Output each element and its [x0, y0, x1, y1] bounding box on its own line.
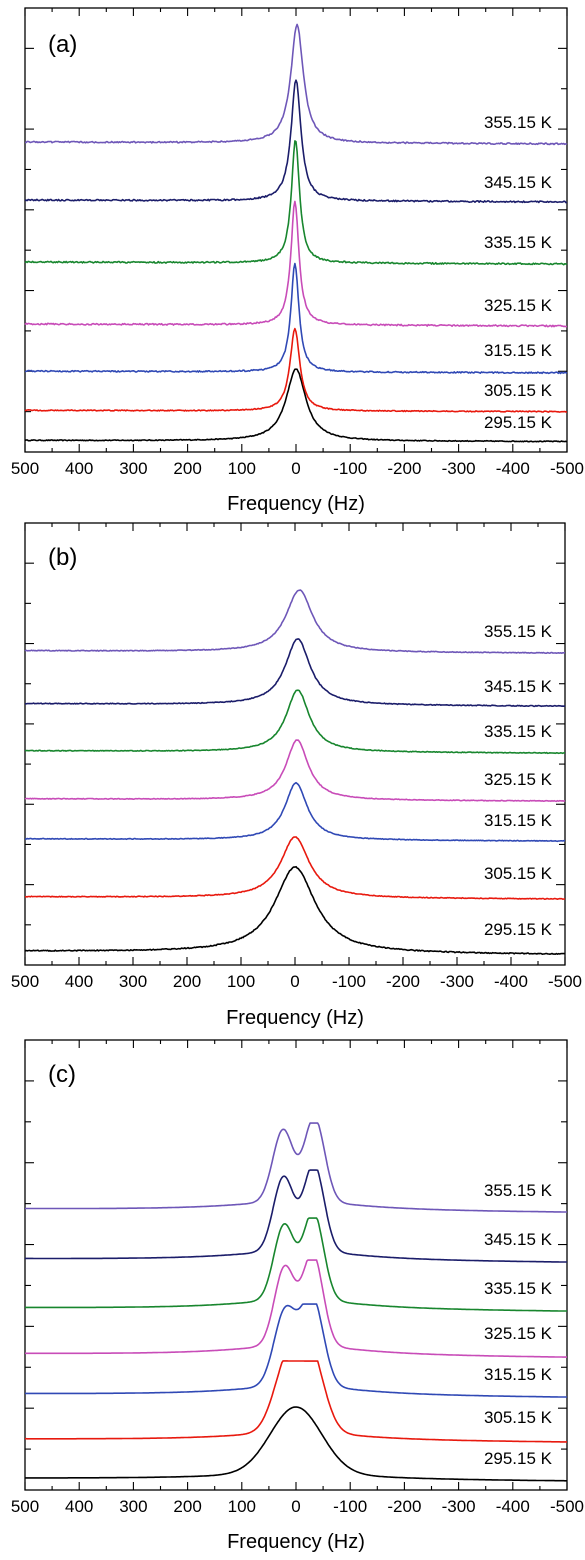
x-tick-label: 0 [291, 459, 300, 478]
x-tick-label: -400 [496, 459, 530, 478]
spectrum-line-325-15-k [24, 739, 566, 803]
series-label: 345.15 K [484, 173, 553, 192]
series-label: 295.15 K [484, 920, 553, 939]
spectrum-line-315-15-k [25, 1303, 568, 1398]
spectrum-line-315-15-k [24, 262, 568, 375]
series-label: 335.15 K [484, 722, 553, 741]
series-label: 345.15 K [484, 1230, 553, 1249]
spectrum-line-305-15-k [24, 836, 566, 901]
panel-label: (c) [48, 1061, 76, 1088]
x-tick-label: 300 [119, 972, 147, 991]
series-label: 295.15 K [484, 413, 553, 432]
spectrum-line-355-15-k [24, 589, 566, 655]
x-tick-label: -500 [550, 1497, 584, 1516]
x-tick-label: -100 [333, 459, 367, 478]
x-tick-label: 500 [11, 972, 39, 991]
panel-label: (b) [48, 544, 77, 571]
spectrum-line-335-15-k [24, 140, 568, 266]
x-tick-label: -300 [442, 459, 476, 478]
panel-b: 500 400 300 200 100 0 -100 -200 -300 -400 -500 Freq… [11, 522, 582, 1029]
spectrum-line-345-15-k [25, 1169, 567, 1263]
x-tick-label: 0 [291, 1497, 300, 1516]
x-tick-label: 400 [65, 459, 93, 478]
x-tick-label: -200 [386, 972, 420, 991]
series-label: 305.15 K [484, 381, 553, 400]
spectrum-line-295-15-k [24, 368, 568, 443]
spectrum-line-295-15-k [25, 1406, 567, 1482]
x-tick-label: 500 [11, 459, 39, 478]
spectrum-line-355-15-k [25, 1122, 567, 1213]
series-label: 315.15 K [484, 341, 553, 360]
x-tick-label: 200 [173, 459, 201, 478]
spectrum-line-305-15-k [24, 327, 567, 413]
series-label: 355.15 K [484, 1181, 553, 1200]
spectrum-line-305-15-k [25, 1360, 567, 1443]
series-label: 295.15 K [484, 1449, 553, 1468]
x-tick-label: -200 [387, 459, 421, 478]
x-tick-label: -400 [496, 1497, 530, 1516]
x-tick-label: -300 [440, 972, 474, 991]
x-tick-label: 300 [119, 459, 147, 478]
series-label: 305.15 K [484, 1408, 553, 1427]
x-tick-label: -500 [550, 459, 584, 478]
series-label: 355.15 K [484, 622, 553, 641]
spectrum-line-315-15-k [24, 781, 565, 843]
x-tick-label: -200 [387, 1497, 421, 1516]
x-tick-label: -100 [332, 972, 366, 991]
x-tick-label: 100 [227, 972, 255, 991]
panel-c: 500 400 300 200 100 0 -100 -200 -300 -400 -500 Freq… [11, 1039, 584, 1553]
series-label: 325.15 K [484, 1324, 553, 1343]
series-label: 335.15 K [484, 233, 553, 252]
x-axis-title: Frequency (Hz) [227, 493, 365, 515]
spectrum-line-325-15-k [24, 200, 568, 328]
x-tick-label: 300 [119, 1497, 147, 1516]
series-label: 305.15 K [484, 864, 553, 883]
series-label: 345.15 K [484, 677, 553, 696]
spectrum-line-335-15-k [25, 1217, 568, 1312]
x-axis-title: Frequency (Hz) [227, 1531, 365, 1553]
spectrum-line-345-15-k [25, 638, 566, 708]
x-tick-label: 200 [173, 1497, 201, 1516]
series-label: 315.15 K [484, 811, 553, 830]
x-tick-label: -500 [548, 972, 582, 991]
x-tick-label: -100 [333, 1497, 367, 1516]
x-tick-label: -400 [494, 972, 528, 991]
spectrum-line-325-15-k [25, 1259, 567, 1358]
spectrum-line-345-15-k [24, 79, 568, 204]
series-label: 355.15 K [484, 113, 553, 132]
x-tick-label: 400 [65, 972, 93, 991]
spectrum-line-355-15-k [25, 23, 568, 146]
x-axis-title: Frequency (Hz) [226, 1007, 364, 1029]
spectrum-line-295-15-k [24, 865, 566, 956]
x-tick-label: 100 [228, 1497, 256, 1516]
series-label: 315.15 K [484, 1365, 553, 1384]
x-tick-label: 100 [228, 459, 256, 478]
x-tick-label: 200 [173, 972, 201, 991]
spectrum-line-335-15-k [24, 689, 566, 755]
panel-label: (a) [48, 31, 77, 58]
x-tick-label: 500 [11, 1497, 39, 1516]
x-tick-label: 400 [65, 1497, 93, 1516]
x-tick-label: 0 [290, 972, 299, 991]
panel-a: 500 400 300 200 100 0 -100 -200 -300 -400 -500 Freq… [11, 7, 584, 515]
x-tick-label: -300 [442, 1497, 476, 1516]
series-label: 335.15 K [484, 1279, 553, 1298]
series-label: 325.15 K [484, 296, 553, 315]
series-label: 325.15 K [484, 770, 553, 789]
